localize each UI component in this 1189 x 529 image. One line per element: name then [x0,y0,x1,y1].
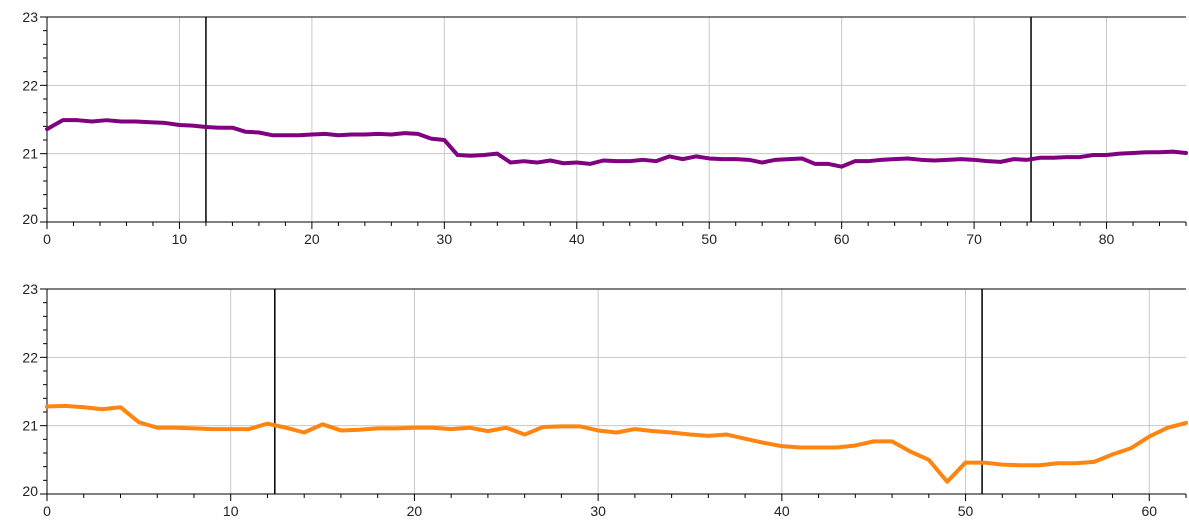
x-tick-label: 50 [958,503,974,519]
x-tick-label: 80 [1099,231,1115,247]
x-tick-label: 30 [437,231,453,247]
y-tick-label: 21 [22,418,38,434]
y-tick-label: 23 [22,9,38,25]
chart-2: 20 21 22 23 0 10 20 30 40 50 60 [22,281,1188,519]
y-tick-label: 22 [22,77,38,93]
x-tick-label: 0 [43,503,51,519]
x-tick-label: 60 [1141,503,1157,519]
y-tick-label: 21 [22,146,38,162]
x-tick-label: 0 [43,231,51,247]
x-tick-label: 20 [304,231,320,247]
y-tick-label: 22 [22,349,38,365]
x-tick-label: 70 [966,231,982,247]
series-line-1 [45,403,1188,484]
x-tick-label: 50 [701,231,717,247]
y-tick-label: 20 [22,211,38,227]
chart-1: 20 21 22 23 0 10 20 30 40 50 60 70 80 [22,9,1188,247]
series-line-1 [45,118,1188,169]
x-tick-label: 10 [223,503,239,519]
x-tick-label: 30 [590,503,606,519]
y-tick-label: 23 [22,281,38,297]
x-tick-label: 60 [834,231,850,247]
y-tick-label: 20 [22,483,38,499]
x-tick-label: 10 [172,231,188,247]
x-tick-label: 40 [774,503,790,519]
x-tick-label: 40 [569,231,585,247]
x-tick-label: 20 [407,503,423,519]
